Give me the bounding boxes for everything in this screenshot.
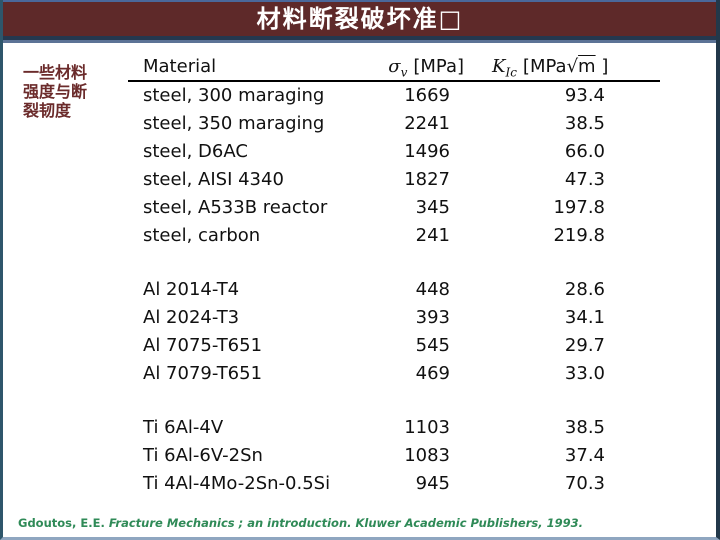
kic-value: 33.0 (564, 363, 605, 384)
sqrt-icon: √ (566, 56, 579, 77)
sigma-subscript: v (400, 65, 408, 80)
material-name: steel, D6AC (143, 141, 248, 162)
materials-table: Material σv [MPa] KIc [MPa√m ] steel, 300 … (128, 55, 660, 498)
table-row: Ti 4Al-4Mo-2Sn-0.5Si 945 70.3 (128, 470, 660, 498)
material-name: Al 7079-T651 (143, 363, 263, 384)
sigma-value: 545 (415, 335, 450, 356)
sigma-value: 345 (415, 197, 450, 218)
table-row: steel, 350 maraging 2241 38.5 (128, 110, 660, 138)
kic-value: 47.3 (564, 169, 605, 190)
sigma-value: 1496 (404, 141, 450, 162)
sigma-value: 1083 (404, 445, 450, 466)
kic-value: 70.3 (564, 473, 605, 494)
title-bar: 材料断裂破坏准□ (3, 0, 716, 40)
table-row: Al 7075-T651 545 29.7 (128, 332, 660, 360)
sigma-value: 241 (415, 225, 450, 246)
material-name: Ti 4Al-4Mo-2Sn-0.5Si (143, 473, 331, 494)
kic-unit-prefix: [MPa (522, 56, 567, 77)
table-header-row: Material σv [MPa] KIc [MPa√m ] (128, 55, 660, 82)
sigma-value: 945 (415, 473, 450, 494)
table-row: steel, D6AC 1496 66.0 (128, 138, 660, 166)
kic-value: 34.1 (564, 307, 605, 328)
kic-symbol: K (492, 56, 506, 77)
table-row: Ti 6Al-4V 1103 38.5 (128, 414, 660, 442)
kic-value: 219.8 (553, 225, 605, 246)
citation-source: Fracture Mechanics ; an introduction. Kl… (108, 516, 583, 530)
sigma-value: 469 (415, 363, 450, 384)
sigma-symbol: σ (388, 56, 401, 77)
sigma-value: 393 (415, 307, 450, 328)
material-name: steel, A533B reactor (143, 197, 328, 218)
kic-value: 38.5 (564, 417, 605, 438)
kic-value: 197.8 (553, 197, 605, 218)
table-row: Al 2014-T4 448 28.6 (128, 276, 660, 304)
material-name: steel, AISI 4340 (143, 169, 284, 190)
table-row: steel, AISI 4340 1827 47.3 (128, 166, 660, 194)
material-name: steel, carbon (143, 225, 261, 246)
kic-value: 37.4 (564, 445, 605, 466)
material-name: Al 2014-T4 (143, 279, 240, 300)
table-row: steel, carbon 241 219.8 (128, 222, 660, 250)
material-name: steel, 350 maraging (143, 113, 325, 134)
side-label: 一些材料 强度与断 裂韧度 (23, 63, 123, 120)
side-label-line: 一些材料 (23, 63, 88, 82)
kic-value: 66.0 (564, 141, 605, 162)
table-row: Ti 6Al-6V-2Sn 1083 37.4 (128, 442, 660, 470)
col-header-material: Material (143, 56, 217, 77)
material-name: steel, 300 maraging (143, 85, 325, 106)
table-group-titanium: Ti 6Al-4V 1103 38.5 Ti 6Al-6V-2Sn 1083 3… (128, 414, 660, 498)
material-name: Al 7075-T651 (143, 335, 263, 356)
material-name: Al 2024-T3 (143, 307, 240, 328)
material-name: Ti 6Al-6V-2Sn (143, 445, 263, 466)
table-row: steel, A533B reactor 345 197.8 (128, 194, 660, 222)
sigma-value: 1103 (404, 417, 450, 438)
table-group-steel: steel, 300 maraging 1669 93.4 steel, 350… (128, 82, 660, 250)
table-row: Al 2024-T3 393 34.1 (128, 304, 660, 332)
side-label-line: 裂韧度 (23, 101, 72, 120)
sigma-value: 448 (415, 279, 450, 300)
page-title: 材料断裂破坏准□ (256, 5, 464, 33)
material-name: Ti 6Al-4V (143, 417, 224, 438)
sigma-value: 2241 (404, 113, 450, 134)
col-header-sigma: σv [MPa] (358, 55, 468, 85)
kic-value: 29.7 (564, 335, 605, 356)
kic-subscript: Ic (505, 65, 517, 80)
citation-author: Gdoutos, E.E. (18, 516, 109, 530)
kic-value: 28.6 (564, 279, 605, 300)
title-bar-accent-line (3, 40, 716, 43)
sigma-value: 1669 (404, 85, 450, 106)
col-header-kic: KIc [MPa√m ] (468, 55, 660, 85)
kic-value: 38.5 (564, 113, 605, 134)
kic-unit-close: ] (595, 56, 609, 77)
citation: Gdoutos, E.E. Fracture Mechanics ; an in… (18, 516, 583, 530)
sqrt-argument: m (578, 56, 596, 77)
table-group-aluminum: Al 2014-T4 448 28.6 Al 2024-T3 393 34.1 … (128, 276, 660, 388)
table-row: Al 7079-T651 469 33.0 (128, 360, 660, 388)
table-row: steel, 300 maraging 1669 93.4 (128, 82, 660, 110)
side-label-line: 强度与断 (23, 82, 88, 101)
kic-value: 93.4 (564, 85, 605, 106)
sigma-unit: [MPa] (413, 56, 464, 77)
sigma-value: 1827 (404, 169, 450, 190)
